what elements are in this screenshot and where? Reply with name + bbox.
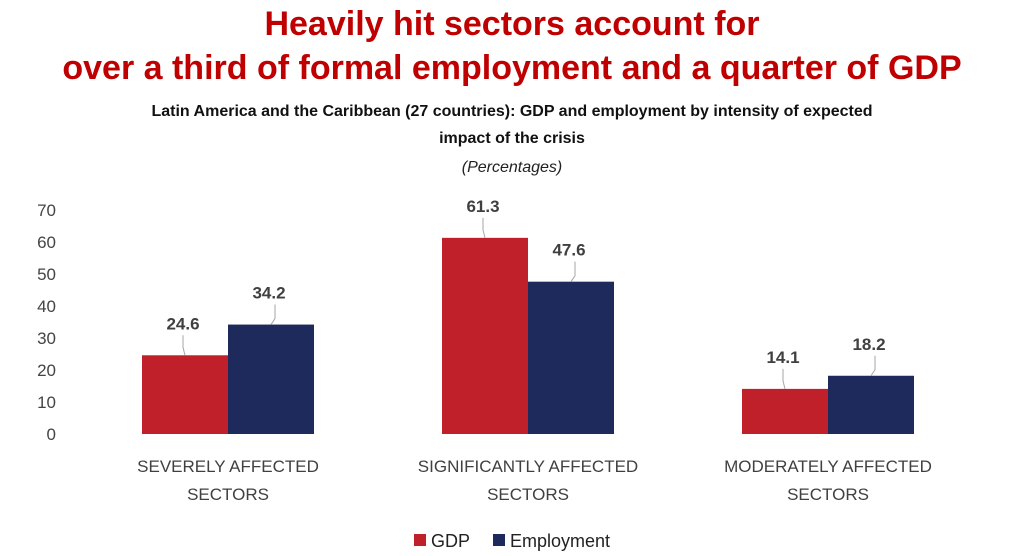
leader-line (182, 335, 186, 356)
bar-employment (228, 324, 314, 434)
bar-employment (828, 375, 914, 434)
legend-swatch-employment (493, 534, 505, 546)
data-label-employment: 34.2 (252, 284, 285, 303)
bar-gdp (742, 388, 828, 434)
chart-title-line-2: over a third of formal employment and a … (62, 49, 962, 87)
category-label: SEVERELY AFFECTED (137, 457, 319, 476)
legend: GDP Employment (414, 531, 610, 551)
category-label: MODERATELY AFFECTED (724, 457, 932, 476)
data-label-employment: 18.2 (852, 335, 885, 354)
data-labels: 24.6 61.3 14.1 34.2 47.6 18.2 (166, 197, 885, 367)
data-label-employment: 47.6 (552, 241, 585, 260)
bar-gdp (442, 237, 528, 434)
leader-line (870, 355, 876, 377)
legend-label-employment: Employment (510, 531, 610, 551)
bar-employment (528, 281, 614, 434)
legend-label-gdp: GDP (431, 531, 470, 551)
y-tick-label: 70 (37, 201, 56, 220)
data-label-gdp: 61.3 (466, 197, 499, 216)
y-tick-label: 0 (47, 425, 56, 444)
bar-gdp (142, 355, 228, 434)
y-tick-label: 10 (37, 393, 56, 412)
category-label: SECTORS (787, 485, 869, 504)
bars (142, 237, 914, 434)
chart-subtitle-line-1: Latin America and the Caribbean (27 coun… (151, 103, 873, 120)
chart-unit-label: (Percentages) (461, 159, 563, 176)
leader-line (482, 217, 486, 238)
y-tick-label: 60 (37, 233, 56, 252)
x-axis-category-labels: SEVERELY AFFECTED SECTORS SIGNIFICANTLY AF… (137, 457, 932, 504)
category-label: SECTORS (187, 485, 269, 504)
y-tick-label: 50 (37, 265, 56, 284)
data-label-gdp: 24.6 (166, 314, 199, 333)
leader-line (270, 304, 276, 325)
chart-title-line-1: Heavily hit sectors account for (264, 5, 760, 43)
category-label: SECTORS (487, 485, 569, 504)
legend-swatch-gdp (414, 534, 426, 546)
y-tick-label: 40 (37, 297, 56, 316)
category-label: SIGNIFICANTLY AFFECTED (418, 457, 638, 476)
leader-line (782, 368, 786, 390)
y-tick-label: 30 (37, 329, 56, 348)
chart-subtitle-line-2: impact of the crisis (439, 130, 585, 147)
data-label-gdp: 14.1 (766, 348, 799, 367)
data-label-leader-lines (182, 217, 876, 390)
leader-line (570, 261, 576, 282)
y-tick-label: 20 (37, 361, 56, 380)
y-axis: 0 10 20 30 40 50 60 70 (37, 201, 56, 444)
